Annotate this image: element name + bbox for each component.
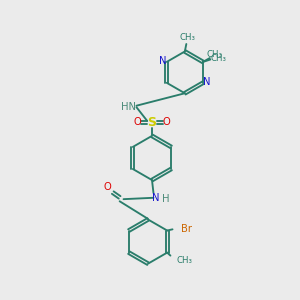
- Text: N: N: [159, 56, 166, 66]
- Text: Br: Br: [181, 224, 192, 234]
- Text: N: N: [203, 77, 211, 87]
- Text: CH₃: CH₃: [206, 50, 222, 58]
- Text: HN: HN: [121, 102, 136, 112]
- Text: CH₃: CH₃: [180, 33, 196, 42]
- Text: S: S: [148, 116, 157, 129]
- Text: N: N: [152, 193, 160, 203]
- Text: O: O: [134, 117, 142, 127]
- Text: CH₃: CH₃: [211, 54, 226, 63]
- Text: O: O: [162, 117, 170, 127]
- Text: O: O: [103, 182, 111, 192]
- Text: H: H: [162, 194, 169, 204]
- Text: CH₃: CH₃: [176, 256, 192, 265]
